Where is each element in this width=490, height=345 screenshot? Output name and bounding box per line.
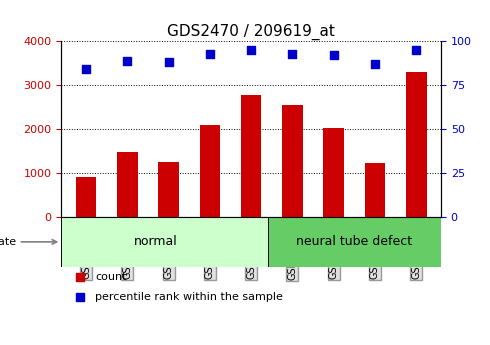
Text: neural tube defect: neural tube defect <box>296 235 413 248</box>
Point <box>123 58 131 63</box>
Title: GDS2470 / 209619_at: GDS2470 / 209619_at <box>167 24 335 40</box>
Point <box>412 47 420 53</box>
Point <box>289 51 296 57</box>
Point <box>330 53 338 58</box>
Point <box>247 47 255 53</box>
Text: normal: normal <box>134 235 178 248</box>
Bar <box>365 163 385 217</box>
Bar <box>158 161 179 217</box>
Bar <box>323 128 344 217</box>
Point <box>82 67 90 72</box>
Point <box>206 51 214 57</box>
Point <box>76 294 84 300</box>
Bar <box>268 217 441 267</box>
Bar <box>406 72 427 217</box>
Bar <box>199 125 220 217</box>
Text: percentile rank within the sample: percentile rank within the sample <box>96 292 283 302</box>
Text: count: count <box>96 272 127 282</box>
Bar <box>241 95 262 217</box>
Text: disease state: disease state <box>0 237 57 247</box>
Point <box>76 274 84 280</box>
Bar <box>117 152 138 217</box>
Bar <box>282 105 303 217</box>
Point <box>371 61 379 67</box>
Bar <box>61 217 276 267</box>
Point <box>165 60 172 65</box>
Bar <box>75 177 97 217</box>
